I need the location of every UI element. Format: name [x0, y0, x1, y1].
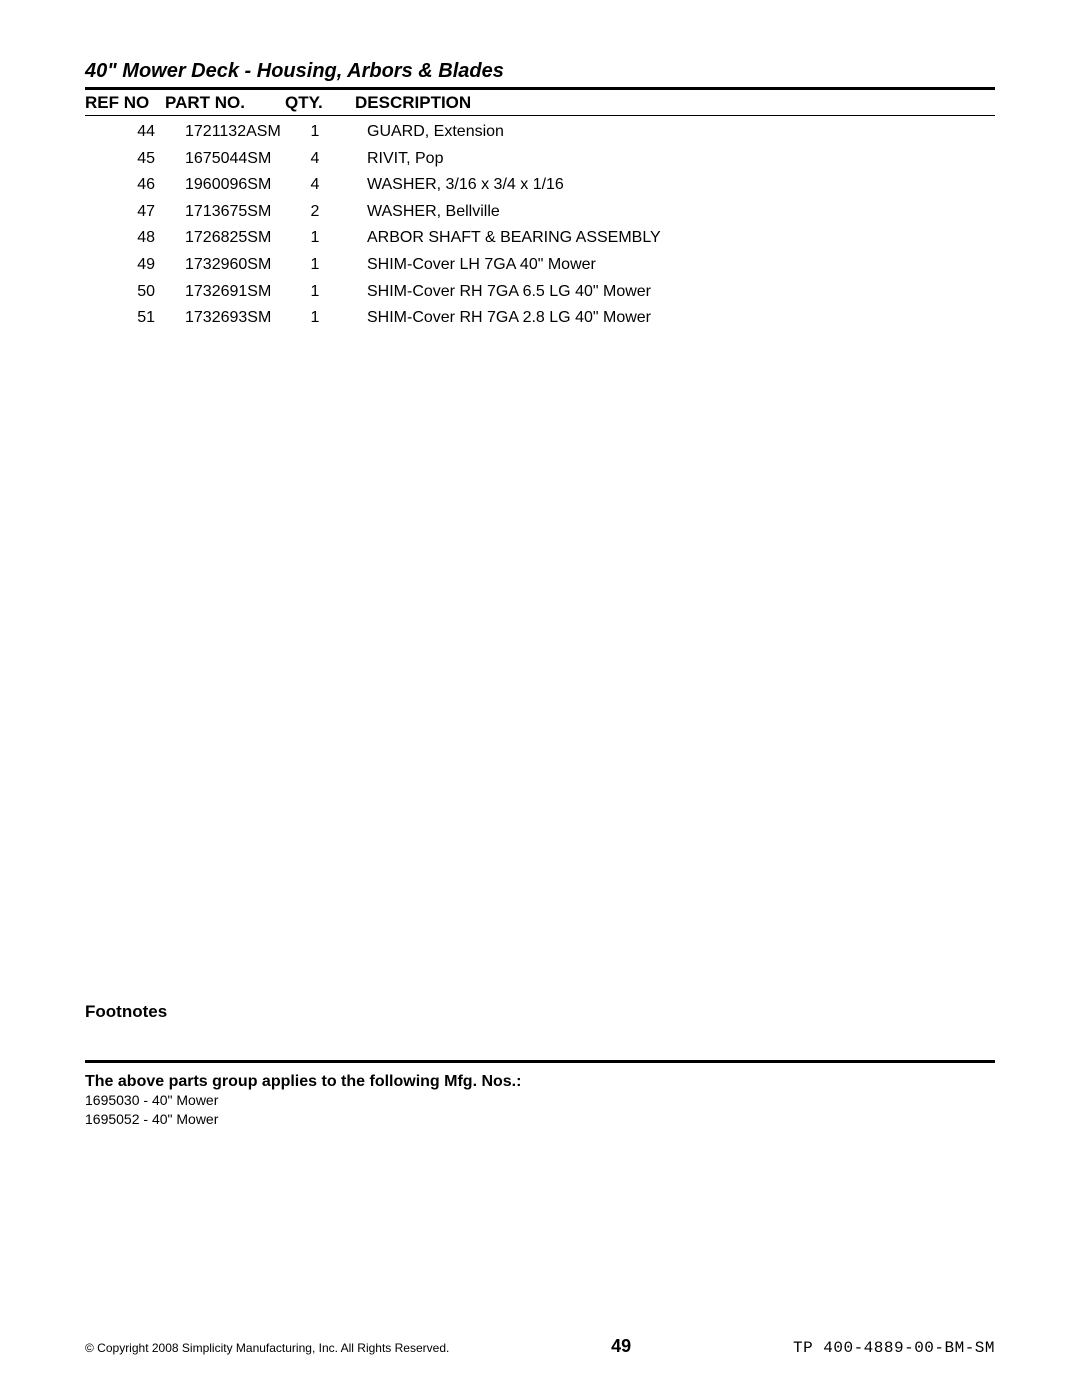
page-container: 40" Mower Deck - Housing, Arbors & Blade…: [0, 0, 1080, 1397]
document-id: TP 400-4889-00-BM-SM: [793, 1339, 995, 1357]
cell-part: 1726825SM: [155, 227, 285, 249]
cell-qty: 1: [285, 227, 345, 249]
col-header-part: PART NO.: [165, 93, 285, 113]
table-row: 441721132ASM1GUARD, Extension: [85, 116, 995, 143]
cell-part: 1732693SM: [155, 307, 285, 329]
cell-part: 1721132ASM: [155, 121, 285, 143]
cell-ref: 49: [85, 254, 155, 276]
page-number: 49: [611, 1336, 631, 1357]
applies-section: The above parts group applies to the fol…: [85, 1060, 995, 1129]
applies-item: 1695030 - 40" Mower: [85, 1091, 995, 1110]
page-footer: © Copyright 2008 Simplicity Manufacturin…: [0, 1336, 1080, 1357]
table-row: 451675044SM4RIVIT, Pop: [85, 143, 995, 170]
copyright-text: © Copyright 2008 Simplicity Manufacturin…: [85, 1341, 449, 1355]
cell-ref: 44: [85, 121, 155, 143]
applies-item: 1695052 - 40" Mower: [85, 1110, 995, 1129]
cell-desc: ARBOR SHAFT & BEARING ASSEMBLY: [345, 227, 995, 249]
cell-qty: 2: [285, 201, 345, 223]
cell-ref: 47: [85, 201, 155, 223]
cell-qty: 4: [285, 148, 345, 170]
cell-desc: WASHER, Bellville: [345, 201, 995, 223]
cell-desc: GUARD, Extension: [345, 121, 995, 143]
table-row: 501732691SM1SHIM-Cover RH 7GA 6.5 LG 40"…: [85, 276, 995, 303]
cell-part: 1713675SM: [155, 201, 285, 223]
col-header-desc: DESCRIPTION: [345, 93, 995, 113]
table-row: 461960096SM4WASHER, 3/16 x 3/4 x 1/16: [85, 169, 995, 196]
cell-part: 1732960SM: [155, 254, 285, 276]
table-row: 471713675SM2WASHER, Bellville: [85, 196, 995, 223]
cell-ref: 48: [85, 227, 155, 249]
cell-ref: 46: [85, 174, 155, 196]
table-body: 441721132ASM1GUARD, Extension451675044SM…: [85, 116, 995, 329]
applies-list: 1695030 - 40" Mower1695052 - 40" Mower: [85, 1091, 995, 1129]
cell-desc: RIVIT, Pop: [345, 148, 995, 170]
cell-qty: 4: [285, 174, 345, 196]
cell-desc: SHIM-Cover RH 7GA 2.8 LG 40" Mower: [345, 307, 995, 329]
cell-qty: 1: [285, 121, 345, 143]
cell-desc: SHIM-Cover RH 7GA 6.5 LG 40" Mower: [345, 281, 995, 303]
cell-ref: 51: [85, 307, 155, 329]
cell-part: 1732691SM: [155, 281, 285, 303]
table-row: 511732693SM1SHIM-Cover RH 7GA 2.8 LG 40"…: [85, 302, 995, 329]
section-title: 40" Mower Deck - Housing, Arbors & Blade…: [85, 60, 995, 90]
table-row: 481726825SM1ARBOR SHAFT & BEARING ASSEMB…: [85, 222, 995, 249]
table-header-row: REF NO PART NO. QTY. DESCRIPTION: [85, 90, 995, 116]
col-header-qty: QTY.: [285, 93, 345, 113]
col-header-ref: REF NO: [85, 93, 165, 113]
cell-ref: 50: [85, 281, 155, 303]
cell-qty: 1: [285, 254, 345, 276]
table-row: 491732960SM1SHIM-Cover LH 7GA 40" Mower: [85, 249, 995, 276]
cell-desc: SHIM-Cover LH 7GA 40" Mower: [345, 254, 995, 276]
footnotes-heading: Footnotes: [85, 1002, 995, 1028]
footnotes-section: Footnotes: [85, 1002, 995, 1028]
cell-desc: WASHER, 3/16 x 3/4 x 1/16: [345, 174, 995, 196]
cell-part: 1675044SM: [155, 148, 285, 170]
cell-ref: 45: [85, 148, 155, 170]
cell-qty: 1: [285, 281, 345, 303]
applies-heading: The above parts group applies to the fol…: [85, 1073, 995, 1091]
cell-part: 1960096SM: [155, 174, 285, 196]
cell-qty: 1: [285, 307, 345, 329]
